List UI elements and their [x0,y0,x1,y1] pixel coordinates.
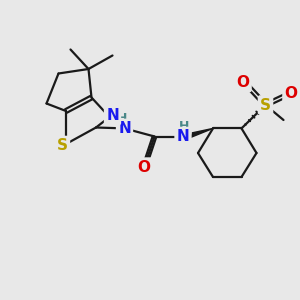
Text: H: H [179,120,190,134]
Text: N: N [106,108,119,123]
Text: N: N [118,121,131,136]
Text: O: O [137,160,151,175]
Text: H: H [117,112,127,125]
Text: N: N [177,129,189,144]
Text: S: S [57,138,68,153]
Text: S: S [260,98,271,112]
Polygon shape [186,128,213,139]
Text: O: O [236,75,250,90]
Text: O: O [284,85,298,100]
